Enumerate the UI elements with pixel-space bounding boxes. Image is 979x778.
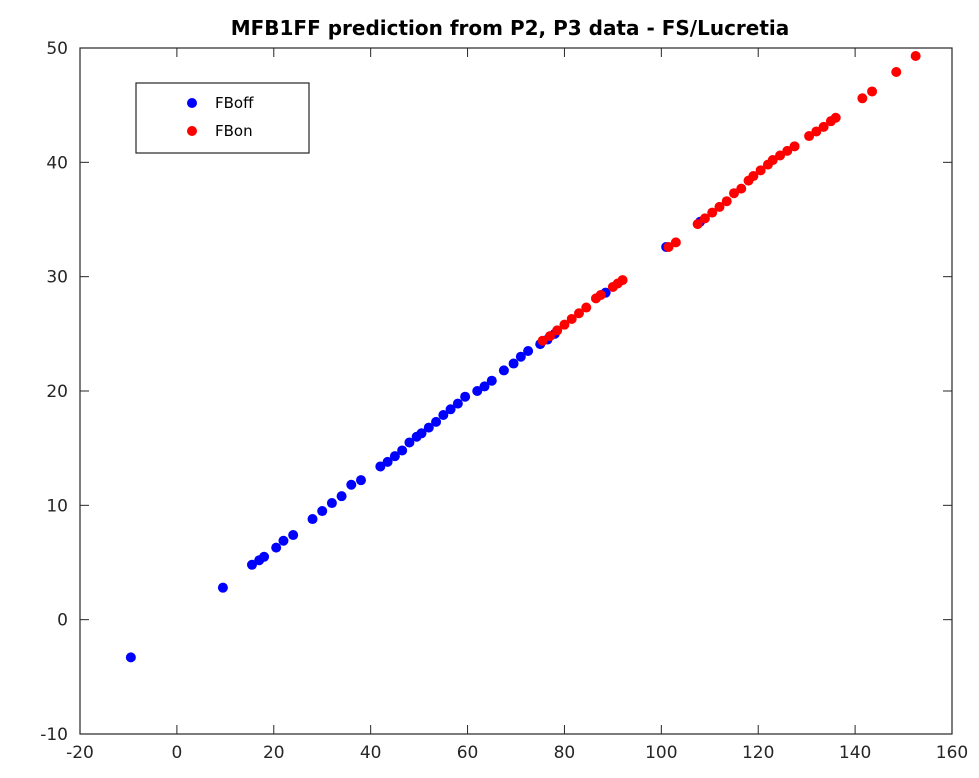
x-tick-label: 0 [171, 743, 182, 763]
x-tick-label: 140 [839, 743, 871, 763]
data-point-fbon [857, 93, 868, 104]
data-point-fbon [767, 155, 778, 166]
data-point-fbon [830, 112, 841, 123]
legend: FBoff FBon [135, 82, 310, 154]
x-tick-label: 100 [645, 743, 677, 763]
y-tick-label: 50 [46, 39, 68, 59]
data-point-fboff [404, 437, 415, 448]
x-tick-label: 160 [936, 743, 968, 763]
data-point-fbon [721, 196, 732, 207]
x-tick-label: 80 [554, 743, 576, 763]
data-point-fboff [355, 475, 366, 486]
data-point-fbon [891, 67, 902, 78]
data-point-fbon [714, 201, 725, 212]
legend-box [135, 82, 310, 154]
x-tick-label: 120 [742, 743, 774, 763]
data-point-fboff [375, 461, 386, 472]
data-point-fboff [438, 410, 449, 421]
x-tick-label: 20 [263, 743, 285, 763]
data-point-fbon [782, 145, 793, 156]
data-point-fboff [278, 535, 289, 546]
y-tick-label: 30 [46, 268, 68, 288]
y-tick-label: 0 [57, 611, 68, 631]
data-point-fboff [317, 506, 328, 517]
data-point-fboff [479, 381, 490, 392]
data-point-fboff [431, 416, 442, 427]
data-point-fbon [775, 150, 786, 161]
data-point-fboff [271, 542, 282, 553]
data-point-fbon [804, 131, 815, 142]
data-point-fbon [755, 165, 766, 176]
data-point-fboff [472, 386, 483, 396]
legend-marker-fbon [187, 126, 197, 136]
data-point-fboff [515, 351, 526, 362]
legend-marker-fboff [187, 98, 197, 108]
data-point-fboff [460, 391, 471, 402]
data-point-fbon [573, 308, 584, 319]
data-point-fboff [336, 491, 347, 502]
data-point-fboff [452, 398, 463, 409]
chart-title: MFB1FF prediction from P2, P3 data - FS/… [231, 16, 790, 40]
data-point-fboff [498, 365, 509, 376]
data-point-fbon [707, 207, 718, 218]
y-tick-label: 40 [46, 153, 68, 173]
y-tick-label: 20 [46, 382, 68, 402]
data-points [125, 51, 921, 663]
data-point-fboff [382, 456, 393, 467]
data-point-fboff [246, 559, 257, 570]
data-point-fbon [818, 121, 829, 132]
data-point-fbon [663, 241, 674, 252]
data-point-fboff [389, 451, 400, 462]
data-point-fbon [729, 188, 739, 199]
data-point-fbon [692, 219, 703, 230]
data-point-fboff [326, 498, 337, 509]
data-point-fbon [566, 313, 577, 324]
data-point-fbon [559, 319, 570, 330]
y-tick-label: 10 [46, 496, 68, 516]
data-point-fbon [748, 171, 759, 182]
data-point-fbon [544, 331, 555, 342]
data-point-fbon [617, 275, 628, 286]
data-point-fbon [595, 289, 606, 300]
data-point-fboff [508, 358, 519, 369]
data-point-fboff [288, 530, 299, 541]
data-point-fbon [670, 237, 681, 248]
data-point-fbon [811, 126, 822, 137]
axis-ticks: -20 0 20 40 60 80 100 120 140 160 -10 0 10 20 30 40 50 [40, 39, 968, 763]
data-point-fboff [445, 404, 456, 415]
data-point-fboff [346, 479, 357, 490]
data-point-fboff [307, 514, 318, 525]
data-point-fbon [552, 325, 563, 336]
data-point-fboff [416, 428, 427, 439]
data-point-fbon [581, 302, 592, 313]
plot-area [79, 47, 953, 735]
data-point-fboff [423, 422, 434, 433]
data-point-fboff [523, 345, 534, 356]
data-point-fbon [910, 51, 921, 62]
data-point-fboff [217, 582, 228, 593]
legend-label-fbon: FBon [215, 122, 253, 140]
data-point-fbon [867, 86, 878, 97]
x-tick-label: -20 [66, 743, 94, 763]
data-point-fboff [486, 375, 497, 386]
data-point-fbon [736, 183, 747, 194]
legend-label-fboff: FBoff [215, 94, 254, 112]
data-point-fboff [259, 551, 270, 562]
data-point-fbon [699, 213, 710, 224]
x-tick-label: 60 [457, 743, 479, 763]
data-point-fbon [789, 141, 800, 152]
y-tick-label: -10 [40, 725, 68, 745]
data-point-fbon [537, 335, 548, 346]
data-point-fboff [125, 652, 136, 663]
x-tick-label: 40 [360, 743, 382, 763]
data-point-fboff [397, 445, 408, 456]
